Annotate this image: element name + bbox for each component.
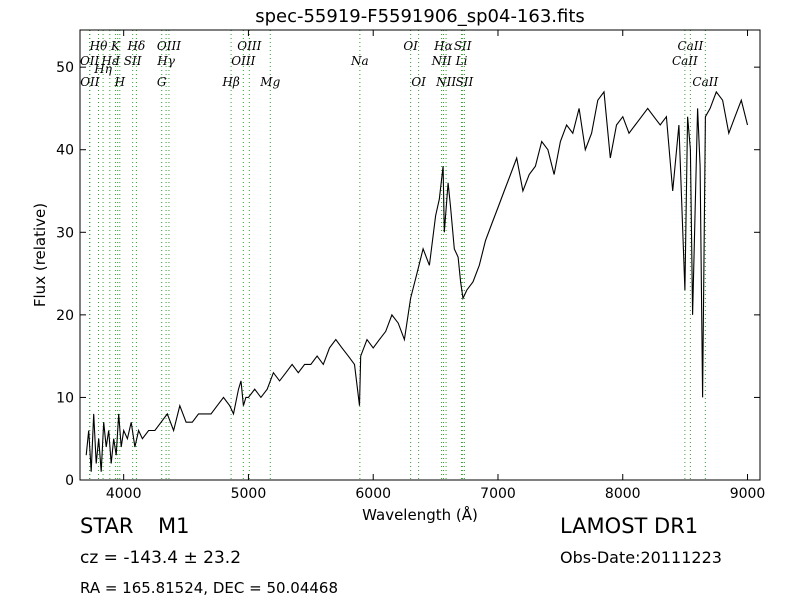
spectral-line-label: H (114, 75, 126, 89)
y-tick-label: 50 (56, 60, 74, 76)
y-tick-label: 20 (56, 308, 74, 324)
spectral-line-label: OIII (231, 54, 255, 68)
spectral-line-label: OII (80, 54, 100, 68)
spectral-line-label: CaII (692, 75, 718, 89)
spectral-line-label: OIII (237, 39, 261, 53)
object-subclass: M1 (158, 514, 190, 538)
spectral-line-label: NII (431, 54, 452, 68)
x-axis-label: Wavelength (Å) (362, 505, 478, 524)
spectral-line-label: Hα (433, 39, 453, 53)
spectral-line-label: Hε (100, 54, 118, 68)
spectral-line-label: Hγ (156, 54, 175, 68)
spectral-line-label: SII (454, 39, 472, 53)
spectral-line-label: Na (350, 54, 369, 68)
y-tick-label: 40 (56, 143, 74, 159)
spectral-line-label: SII (124, 54, 142, 68)
x-tick-label: 8000 (605, 486, 641, 502)
chart-title: spec-55919-F5591906_sp04-163.fits (255, 6, 585, 27)
spectral-line-label: OI (411, 75, 426, 89)
spectral-line-label: Hη (93, 62, 112, 76)
spectrum-line (85, 90, 749, 472)
obs-date: Obs-Date:20111223 (560, 548, 722, 567)
x-tick-label: 9000 (730, 486, 766, 502)
spectral-line-label: OII (80, 75, 100, 89)
spectral-line-label: Hθ (89, 39, 108, 53)
spectral-line-label: Mg (259, 75, 280, 89)
x-tick-label: 4000 (106, 486, 142, 502)
spectral-line-label: OI (403, 39, 418, 53)
spectral-line-label: K (110, 39, 121, 53)
spectral-line-label: CaII (672, 54, 698, 68)
spectral-line-label: I (114, 54, 120, 68)
spectral-line-label: CaII (677, 39, 703, 53)
object-class: STAR (80, 514, 134, 538)
x-tick-label: 5000 (231, 486, 267, 502)
redshift-text: cz = -143.4 ± 23.2 (80, 548, 242, 568)
plot-frame (79, 29, 761, 481)
spectral-line-label: Hδ (127, 39, 146, 53)
spectral-line-label: Li (455, 54, 468, 68)
y-tick-label: 0 (65, 473, 74, 489)
spectral-line-label: G (157, 75, 167, 89)
spectral-line-label: Hβ (221, 75, 239, 89)
y-tick-label: 30 (56, 225, 74, 241)
spectral-line-label: NII (435, 75, 456, 89)
x-tick-label: 6000 (355, 486, 391, 502)
coordinates: RA = 165.81524, DEC = 50.04468 (80, 579, 339, 597)
survey-name: LAMOST DR1 (560, 514, 699, 538)
y-axis-label: Flux (relative) (31, 203, 49, 307)
spectral-line-label: OIII (157, 39, 181, 53)
x-tick-label: 7000 (480, 486, 516, 502)
spectral-line-label: SII (456, 75, 474, 89)
y-tick-label: 10 (56, 390, 74, 406)
